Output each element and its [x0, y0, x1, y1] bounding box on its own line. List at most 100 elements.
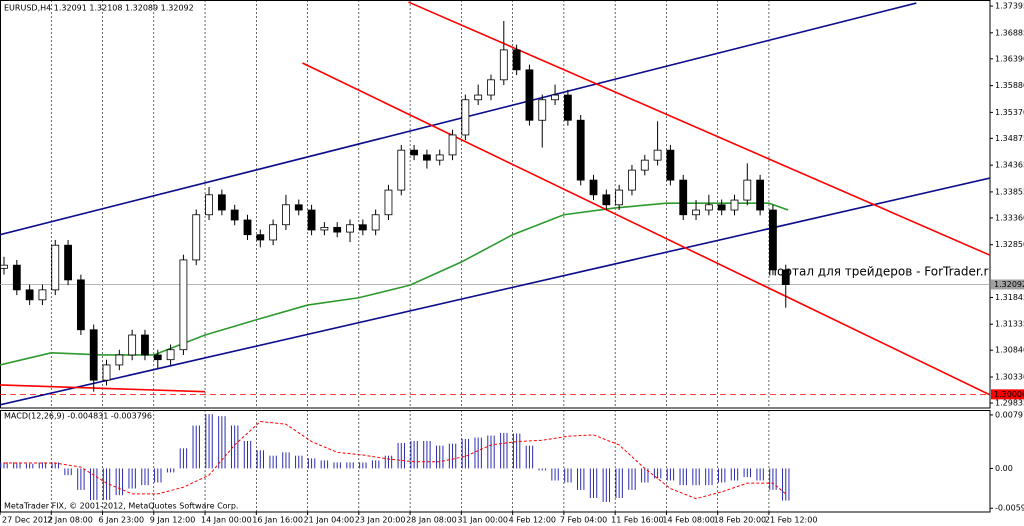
candle-body [282, 204, 290, 226]
x-tick-label: 2 Jan 08:00 [47, 516, 93, 525]
candle-body [679, 179, 688, 216]
y-tick-label: 1.32850 [995, 240, 1024, 249]
macd-title: MACD(12,26,9) -0.004831 -0.003796 [4, 412, 152, 421]
candle-body [64, 244, 72, 281]
candle-body [179, 259, 188, 351]
candle-body [76, 279, 85, 331]
trendline [408, 1, 990, 256]
x-tick-label: 23 Jan 20:00 [355, 516, 406, 525]
candle-body [474, 94, 483, 101]
y-tick-label: 1.30840 [995, 346, 1024, 355]
x-tick-label: 27 Dec 2012 [2, 516, 53, 525]
y-tick-label: 1.36390 [995, 54, 1024, 63]
candle-body [743, 179, 752, 201]
candle-body [666, 149, 675, 181]
candle-body [704, 204, 713, 211]
candle-body [102, 364, 111, 381]
x-tick-label: 7 Feb 04:00 [560, 516, 607, 525]
trendline [0, 177, 990, 406]
candle-body [166, 349, 175, 361]
candle-body [256, 234, 265, 241]
candle-body [89, 329, 98, 381]
candle-body [525, 69, 534, 121]
candle-body [371, 214, 380, 231]
candle-body [640, 159, 649, 171]
candle-body [307, 209, 316, 231]
x-tick-label: 21 Jan 04:00 [304, 516, 355, 525]
chart-title: EURUSD,H4 1.32091 1.32108 1.32089 1.3209… [4, 4, 194, 13]
candle-body [781, 269, 790, 286]
x-tick-label: 14 Jan 00:00 [201, 516, 252, 525]
candle-body [487, 79, 495, 96]
macd-panel [0, 410, 991, 513]
y-tick-label: 1.34875 [995, 134, 1024, 143]
candle-body [692, 209, 700, 216]
footer: MetaTrader FIX, © 2001-2012, MetaQuotes … [4, 502, 238, 511]
y-tick-label: 1.30330 [995, 373, 1024, 382]
y-tick-label: 1.35370 [995, 108, 1024, 117]
x-tick-label: 28 Jan 08:00 [406, 516, 457, 525]
candle-body [51, 244, 60, 291]
price-label-box [991, 389, 1024, 400]
y-tick-label: -0.005936 [995, 504, 1024, 513]
y-tick-label: 1.35880 [995, 81, 1024, 90]
candle-body [320, 226, 329, 231]
candle-body [589, 179, 598, 196]
candle-body [243, 219, 252, 236]
candle-body [205, 194, 213, 216]
candle-body [333, 226, 342, 233]
x-tick-label: 4 Feb 12:00 [509, 516, 556, 525]
candle-body [448, 134, 457, 156]
candle-body [38, 289, 47, 301]
candle-body [153, 354, 162, 361]
candle-body [653, 149, 662, 161]
candle-body [551, 94, 559, 101]
candle-body [128, 334, 137, 356]
price-label-box [991, 279, 1024, 290]
candle-body [410, 149, 418, 156]
candle-body [358, 224, 367, 231]
x-tick-label: 31 Jan 00:00 [457, 516, 508, 525]
watermark: Портал для трейдеров - ForTrader.ru [768, 265, 996, 279]
y-tick-label: 1.31845 [995, 293, 1024, 302]
candle-body [269, 224, 278, 241]
candle-body [461, 99, 470, 136]
candle-body [628, 169, 636, 191]
x-tick-label: 18 Feb 20:00 [714, 516, 766, 525]
candle-body [12, 264, 21, 291]
trendline [0, 384, 206, 393]
y-tick-label: 1.29835 [995, 399, 1024, 408]
candle-body [141, 334, 149, 356]
candle-body [397, 149, 406, 191]
x-tick-label: 16 Jan 16:00 [252, 516, 303, 525]
candle-body [423, 154, 431, 161]
trendline [0, 2, 917, 236]
x-tick-label: 21 Feb 12:00 [765, 516, 817, 525]
candle-body [538, 99, 547, 121]
x-tick-label: 9 Jan 12:00 [150, 516, 196, 525]
candle-body [294, 204, 303, 211]
candle-body [563, 94, 572, 121]
candle-body [192, 214, 201, 261]
y-tick-label: 1.31335 [995, 320, 1024, 329]
main-plot: Портал для трейдеров - ForTrader.ru [0, 0, 996, 408]
main-panel [0, 0, 991, 409]
y-tick-label: 1.37395 [995, 2, 1024, 11]
candle-body [730, 199, 739, 211]
y-tick-label: 1.33855 [995, 187, 1024, 196]
candle-body [769, 209, 777, 271]
candle-body [435, 154, 444, 161]
macd-plot [0, 410, 790, 512]
candle-body [576, 119, 585, 181]
candle-body [230, 209, 239, 221]
candle-body [346, 224, 354, 233]
candle-body [756, 179, 765, 211]
price-label: 1.32092 [994, 280, 1024, 289]
y-tick-label: 1.33360 [995, 213, 1024, 222]
y-tick-label: 0.00 [995, 464, 1013, 473]
x-tick-label: 6 Jan 23:00 [99, 516, 145, 525]
y-tick-label: 1.36885 [995, 28, 1024, 37]
